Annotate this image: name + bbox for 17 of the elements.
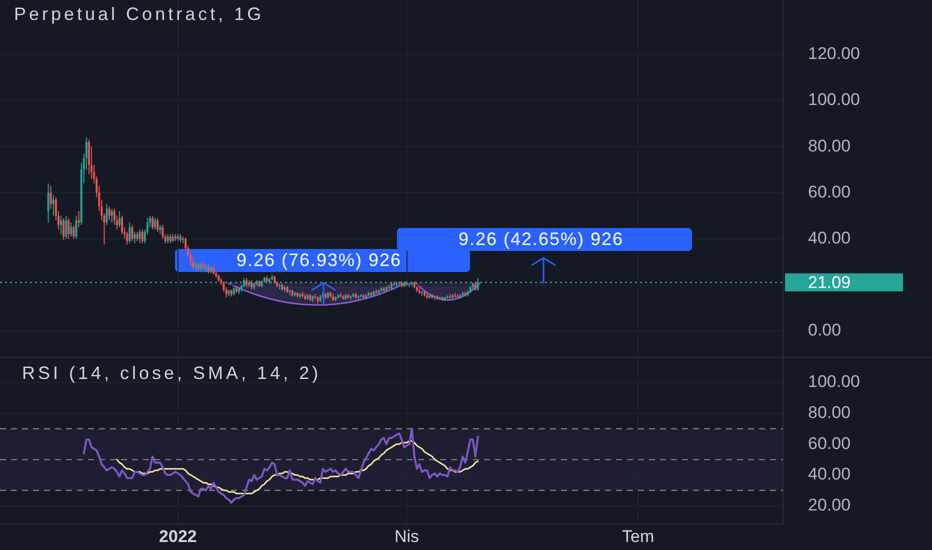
y-tick-label: 0.00 xyxy=(808,320,842,340)
x-tick-label: Tem xyxy=(622,526,654,546)
y-tick-label: 80.00 xyxy=(808,136,851,156)
ref-line-label: 21.09 xyxy=(808,273,851,292)
y-tick-label: 40.00 xyxy=(808,228,851,248)
y-tick-label: 80.00 xyxy=(808,403,851,422)
y-tick-label: 100.00 xyxy=(808,372,860,392)
y-tick-label: 40.00 xyxy=(808,464,851,484)
x-tick-label: 2022 xyxy=(159,526,197,546)
y-tick-label: 60.00 xyxy=(808,182,851,202)
y-tick-label: 120.00 xyxy=(808,44,860,64)
y-tick-label: 60.00 xyxy=(808,434,851,453)
y-tick-label: 20.00 xyxy=(808,496,851,514)
x-tick-label: Nis xyxy=(394,526,420,546)
y-tick-label: 100.00 xyxy=(808,90,860,110)
chart-title: Perpetual Contract, 1G xyxy=(14,3,264,25)
chart-title: RSI (14, close, SMA, 14, 2) xyxy=(22,362,322,384)
